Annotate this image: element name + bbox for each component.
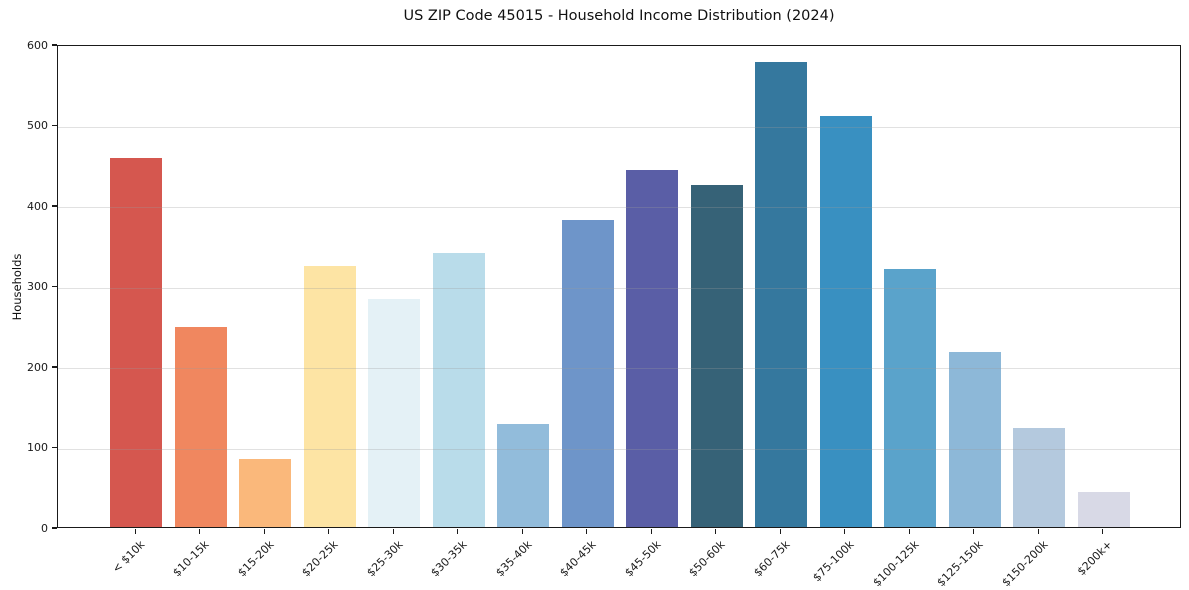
x-tick-label: $15-20k: [235, 538, 277, 580]
y-tick-label: 600: [27, 38, 48, 52]
x-tick-label: $125-150k: [934, 538, 986, 590]
bar-40-45k: [561, 219, 614, 527]
y-tick-label: 300: [27, 280, 48, 293]
bar-30-35k: [432, 252, 485, 527]
x-tick-label: $100-125k: [870, 538, 922, 590]
bars-layer: [58, 46, 1180, 527]
x-tick-label: < $10k: [109, 538, 148, 576]
x-tick-mark: [328, 529, 330, 534]
y-tick-label: 100: [27, 441, 48, 454]
x-tick-label: $40-45k: [557, 538, 599, 580]
x-tick-label: $150-200k: [999, 538, 1051, 590]
y-tick-mark: [52, 285, 57, 288]
x-tick-mark: [1037, 529, 1039, 534]
bar-10-15k: [174, 326, 227, 527]
bar-100-125k: [884, 269, 937, 527]
x-tick-mark: [908, 529, 910, 534]
gridline-y-200: [58, 368, 1180, 369]
y-tick-label: 400: [27, 199, 48, 213]
bar-35-40k: [497, 423, 550, 527]
gridline-y-100: [58, 448, 1180, 450]
x-tick-label: $20-25k: [299, 538, 341, 580]
y-tick-mark: [52, 366, 57, 368]
x-tick-mark: [457, 529, 459, 534]
plot-area: [57, 45, 1181, 528]
bar-15-20k: [239, 458, 292, 527]
x-tick-label: $45-50k: [622, 538, 664, 580]
bar-125-150k: [948, 351, 1001, 527]
x-tick-mark: [263, 529, 265, 534]
bar-10k: [110, 157, 163, 527]
x-tick-label: $25-30k: [364, 538, 406, 580]
x-tick-mark: [521, 529, 523, 534]
bar-25-30k: [368, 299, 421, 527]
x-tick-mark: [715, 529, 717, 534]
bar-45-50k: [626, 170, 679, 527]
y-tick-label: 200: [27, 360, 48, 374]
x-tick-mark: [973, 529, 975, 534]
bar-150-200k: [1013, 428, 1066, 527]
chart-title: US ZIP Code 45015 - Household Income Dis…: [403, 8, 835, 24]
x-tick-mark: [199, 529, 201, 534]
x-tick-mark: [392, 529, 394, 534]
y-tick-mark: [52, 124, 57, 127]
bar-200k: [1077, 492, 1130, 527]
x-tick-mark: [586, 529, 588, 534]
x-tick-label: $75-100k: [810, 538, 857, 585]
y-tick-mark: [52, 205, 57, 207]
x-tick-label: $30-35k: [428, 538, 470, 580]
y-tick-label: 500: [27, 119, 48, 132]
y-tick-mark: [52, 527, 57, 529]
x-tick-label: $35-40k: [493, 538, 535, 580]
bar-20-25k: [303, 266, 356, 527]
x-tick-label: $10-15k: [170, 538, 212, 580]
y-tick-label: 0: [41, 521, 48, 535]
bar-50-60k: [690, 184, 743, 527]
x-tick-mark: [650, 529, 652, 534]
gridline-y-300: [58, 287, 1180, 289]
x-tick-mark: [134, 529, 136, 534]
y-tick-mark: [52, 446, 57, 449]
gridline-y-500: [58, 126, 1180, 128]
x-tick-label: $200k+: [1074, 538, 1115, 579]
x-tick-mark: [1102, 529, 1104, 534]
x-tick-mark: [844, 529, 846, 534]
x-tick-mark: [779, 529, 781, 534]
bar-60-75k: [755, 61, 808, 527]
y-tick-mark: [52, 44, 57, 46]
gridline-y-400: [58, 207, 1180, 208]
bar-75-100k: [819, 116, 872, 527]
x-tick-label: $60-75k: [751, 538, 793, 580]
x-tick-label: $50-60k: [686, 538, 728, 580]
